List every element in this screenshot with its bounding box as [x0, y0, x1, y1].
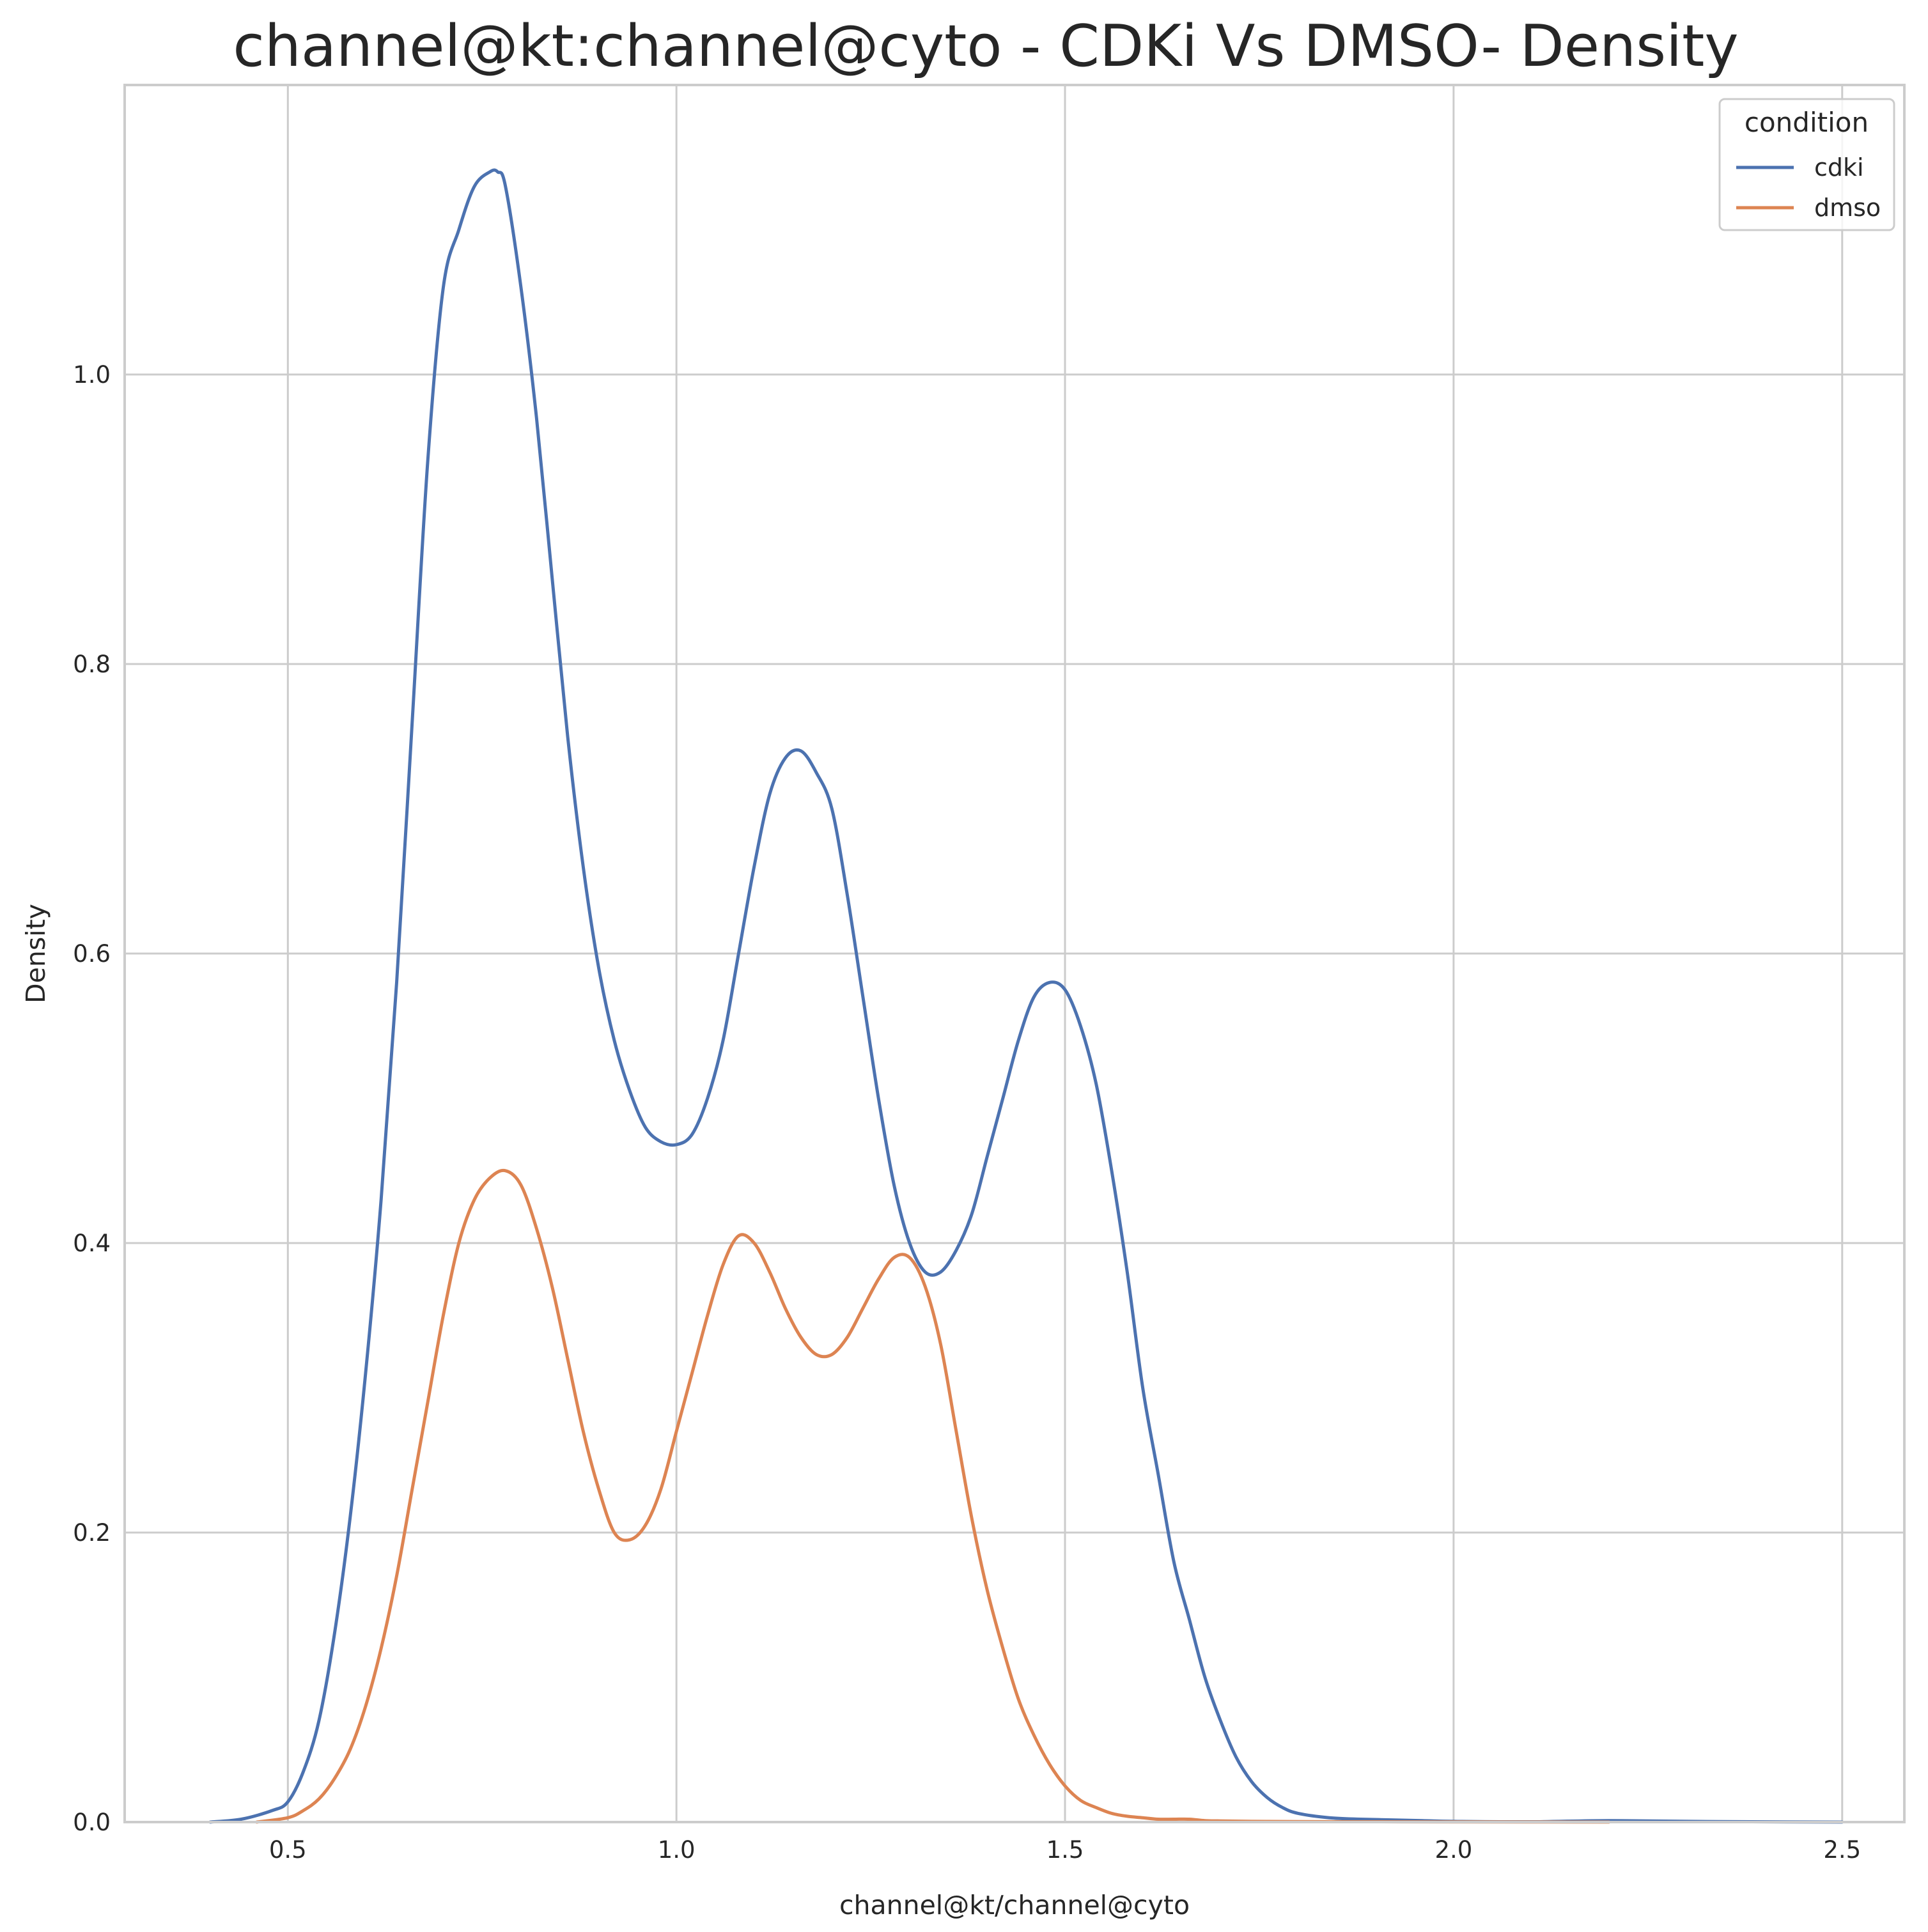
- y-tick-label: 0.6: [73, 940, 111, 968]
- series-line-dmso: [255, 1168, 1611, 1824]
- plot-frame: [123, 84, 1906, 1823]
- x-tick-label: 2.5: [1823, 1836, 1861, 1864]
- x-tick-label: 0.5: [269, 1836, 307, 1864]
- y-tick-label: 0.8: [73, 651, 111, 678]
- legend-title: condition: [1745, 107, 1869, 138]
- x-tick-label: 1.0: [658, 1836, 696, 1864]
- y-tick-label: 0.2: [73, 1519, 111, 1547]
- series-line-cdki: [208, 168, 1844, 1824]
- y-tick-label: 0.0: [73, 1809, 111, 1836]
- y-axis-label: Density: [20, 904, 51, 1003]
- y-axis-ticks: 0.0 0.2 0.4 0.6 0.8 1.0: [73, 361, 111, 1836]
- x-axis-label: channel@kt/channel@cyto: [839, 1890, 1190, 1920]
- legend-label-dmso: dmso: [1814, 194, 1881, 222]
- chart-title: channel@kt:channel@cyto - CDKi Vs DMSO- …: [233, 13, 1738, 80]
- legend-label-cdki: cdki: [1814, 153, 1864, 182]
- x-axis-ticks: 0.5 1.0 1.5 2.0 2.5: [269, 1836, 1861, 1864]
- legend-box: [1718, 98, 1895, 231]
- x-tick-label: 2.0: [1434, 1836, 1472, 1864]
- y-tick-label: 1.0: [73, 361, 111, 389]
- y-tick-label: 0.4: [73, 1230, 111, 1257]
- x-tick-label: 1.5: [1046, 1836, 1084, 1864]
- series-layer: [208, 168, 1844, 1824]
- legend: condition cdki dmso: [1718, 98, 1895, 231]
